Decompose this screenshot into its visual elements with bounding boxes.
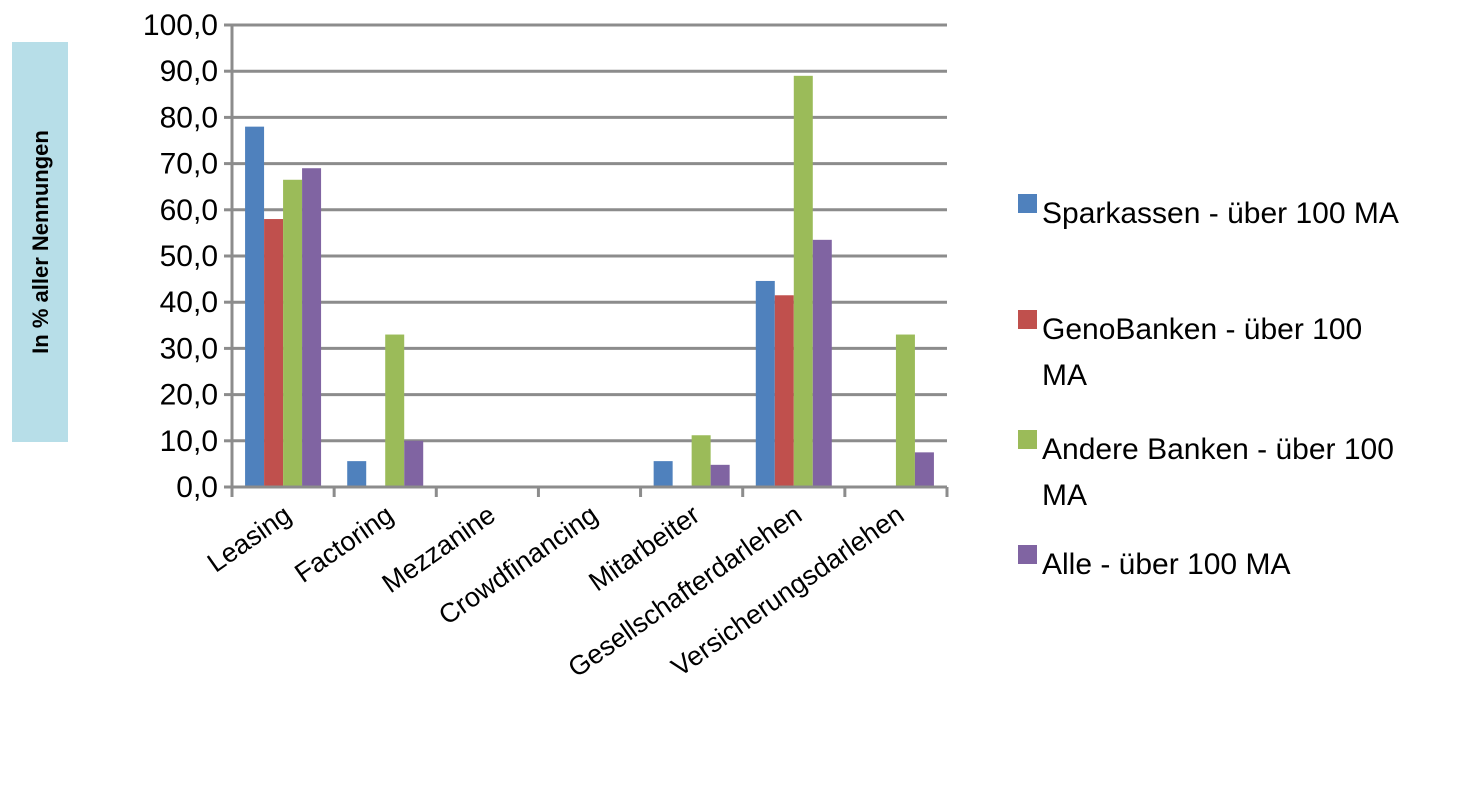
y-axis-label: In % aller Nennungen — [28, 130, 53, 354]
bars — [245, 75, 934, 488]
axes — [224, 23, 949, 497]
bar — [895, 334, 915, 487]
bar — [385, 334, 405, 487]
y-tick-label: 70,0 — [160, 148, 218, 181]
bar — [914, 452, 934, 487]
bar — [755, 280, 775, 487]
y-tick-label: 20,0 — [160, 379, 218, 412]
legend-item: GenoBanken - über 100 MA — [1018, 310, 1362, 392]
legend-label: Sparkassen - über 100 MA — [1042, 197, 1399, 230]
y-tick-label: 10,0 — [160, 425, 218, 458]
legend-item: Alle - über 100 MA — [1018, 545, 1290, 581]
legend-label: MA — [1042, 359, 1087, 392]
bar — [264, 219, 284, 488]
y-tick-label: 80,0 — [160, 101, 218, 134]
legend-swatch — [1018, 310, 1037, 329]
bar — [302, 168, 322, 487]
y-tick-label: 100,0 — [143, 9, 218, 42]
legend-label: Andere Banken - über 100 — [1042, 433, 1394, 466]
bar — [347, 461, 367, 487]
bar — [710, 464, 730, 487]
legend-label: Alle - über 100 MA — [1042, 548, 1290, 581]
y-tick-label: 30,0 — [160, 332, 218, 365]
legend: Sparkassen - über 100 MA GenoBanken - übe… — [1018, 194, 1399, 581]
y-tick-label: 40,0 — [160, 286, 218, 319]
y-axis-label-box: In % aller Nennungen — [12, 42, 68, 442]
y-tick-label: 50,0 — [160, 240, 218, 273]
gridlines — [232, 23, 947, 443]
legend-label: MA — [1042, 479, 1087, 512]
legend-item: Sparkassen - über 100 MA — [1018, 194, 1399, 230]
legend-label: GenoBanken - über 100 — [1042, 313, 1362, 346]
bar — [653, 461, 673, 487]
bar — [691, 435, 711, 487]
bar — [283, 179, 303, 487]
bar — [793, 75, 813, 487]
x-tick-labels: LeasingFactoringMezzanineCrowdfinancingM… — [202, 499, 910, 683]
legend-item: Andere Banken - über 100 MA — [1018, 430, 1394, 512]
y-tick-labels: 0,0 10,0 20,0 30,0 40,0 50,0 60,0 70,0 80,0 90,0 1… — [143, 9, 218, 504]
x-tick-label: Leasing — [202, 499, 297, 578]
legend-swatch — [1018, 545, 1037, 564]
bar — [245, 126, 265, 487]
bar — [812, 239, 832, 487]
y-tick-label: 60,0 — [160, 194, 218, 227]
y-tick-label: 0,0 — [176, 471, 218, 504]
y-tick-label: 90,0 — [160, 55, 218, 88]
legend-swatch — [1018, 430, 1037, 449]
bar — [774, 295, 794, 487]
bar — [404, 440, 424, 487]
legend-swatch — [1018, 194, 1037, 213]
